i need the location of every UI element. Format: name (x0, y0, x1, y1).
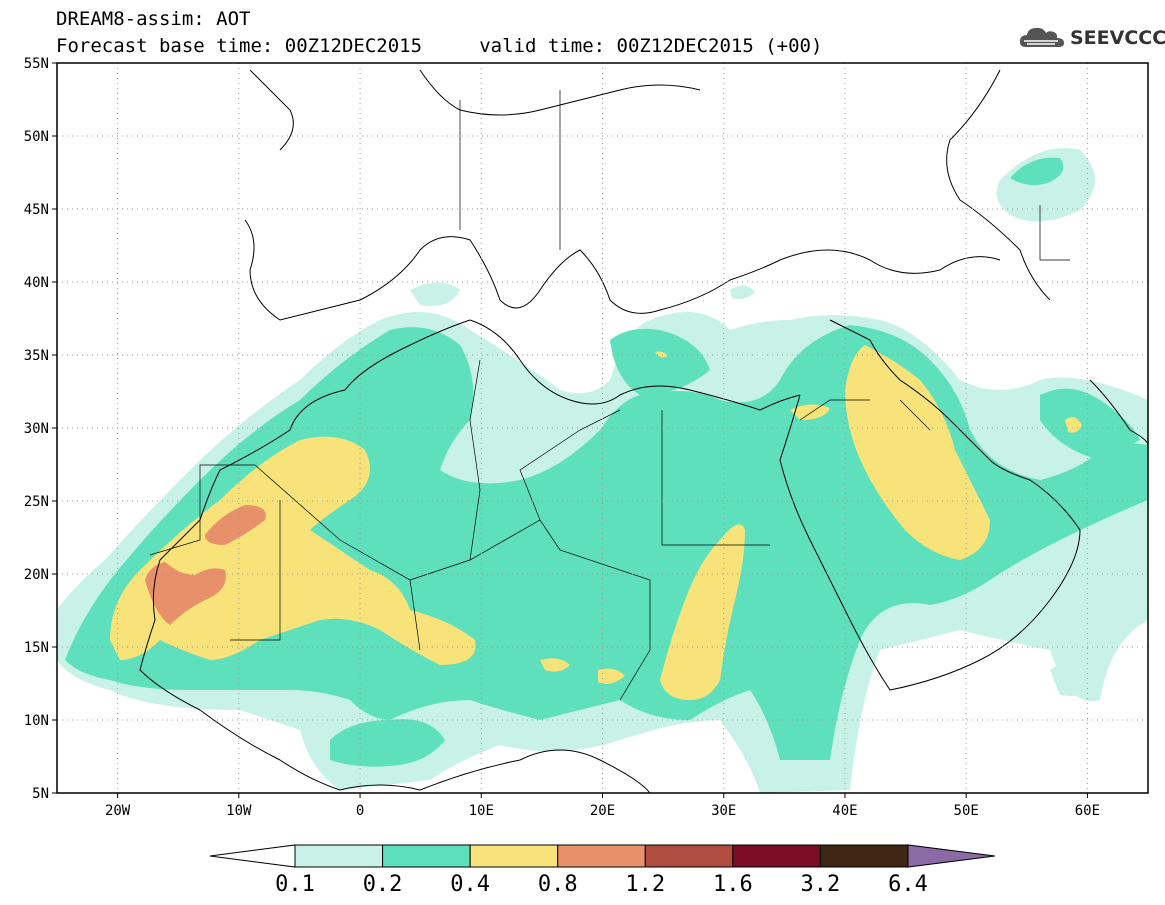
forecast-time-info: Forecast base time: 00Z12DEC2015 valid t… (56, 35, 823, 57)
coastlines (139, 69, 1148, 793)
aot-0.8-1.2-region (145, 505, 266, 625)
cloud-icon (1019, 27, 1064, 47)
latitude-labels: 55N 50N 45N 40N 35N 30N 25N 20N 15N 10N 5N (24, 56, 57, 802)
country-borders (149, 90, 1070, 701)
lat-label: 5N (32, 786, 49, 802)
lat-label: 30N (24, 421, 49, 437)
lat-label: 45N (24, 202, 49, 218)
graticule (57, 63, 1148, 793)
lat-label: 55N (24, 56, 49, 72)
longitude-labels: 20W 10W 0 10E 20E 30E 40E 50E 60E (105, 793, 1100, 819)
map-title: DREAM8-assim: AOT (56, 8, 251, 30)
colorbar-swatch (382, 844, 471, 868)
lon-label: 60E (1075, 803, 1100, 819)
colorbar-high-arrow (907, 844, 996, 868)
colorbar-label: 0.1 (275, 872, 315, 897)
colorbar-swatch (732, 844, 821, 868)
colorbar-swatch (644, 844, 734, 868)
lon-label: 10E (469, 803, 494, 819)
aot-fields (57, 148, 1148, 793)
colorbar-swatch (557, 844, 646, 868)
colorbar-label: 1.2 (625, 872, 666, 897)
lat-label: 50N (24, 129, 49, 145)
seevccc-logo: SEEVCCC (1018, 24, 1165, 52)
colorbar-swatch (294, 844, 384, 868)
lon-label: 20E (590, 803, 615, 819)
colorbar-label: 1.6 (712, 872, 753, 897)
lon-label: 40E (832, 803, 857, 819)
colorbar-swatch (819, 844, 909, 868)
lat-label: 35N (24, 348, 49, 364)
colorbar-label: 0.4 (450, 872, 491, 897)
colorbar-label: 0.2 (362, 872, 403, 897)
lon-label: 20W (105, 803, 131, 819)
colorbar-low-arrow (209, 844, 296, 868)
lon-label: 0 (356, 803, 364, 819)
lat-label: 25N (24, 494, 49, 510)
lat-label: 15N (24, 640, 49, 656)
lat-label: 20N (24, 567, 49, 583)
logo-text: SEEVCCC (1070, 27, 1165, 49)
colorbar-label: 0.8 (537, 872, 578, 897)
colorbar-swatch (469, 844, 559, 868)
lat-label: 40N (24, 275, 49, 291)
lon-label: 30E (711, 803, 736, 819)
colorbar (209, 844, 996, 868)
lat-label: 10N (24, 713, 49, 729)
colorbar-label: 3.2 (800, 872, 841, 897)
lon-label: 10W (226, 803, 252, 819)
lon-label: 50E (954, 803, 979, 819)
colorbar-label: 6.4 (888, 872, 928, 897)
